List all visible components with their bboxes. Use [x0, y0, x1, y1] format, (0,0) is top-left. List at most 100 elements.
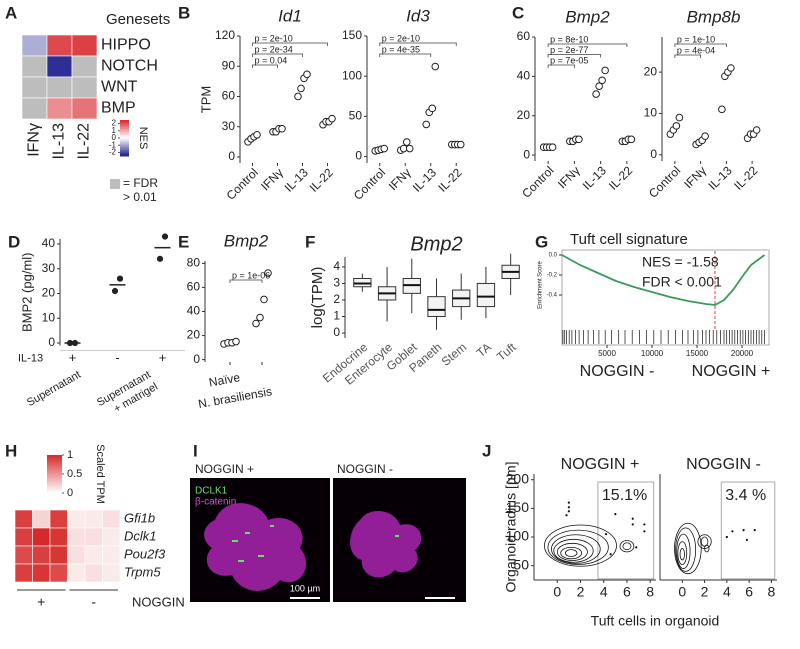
data-point [675, 113, 684, 122]
colorbar-segment [120, 124, 129, 127]
p-value: p = 2e-77 [550, 45, 588, 55]
colorbar-segment [47, 455, 62, 458]
x-tick-label: - [115, 350, 119, 365]
heatmap-cell [14, 527, 33, 547]
x-tick-label: 20000 [731, 349, 754, 358]
tuft-cell [232, 540, 238, 542]
y-tick-label: 60 [517, 29, 531, 43]
microscopy-panel: NOGGIN + NOGGIN - DCLK1 β-catenin 100 µm [190, 462, 466, 602]
x-tick-label: 0 [678, 584, 686, 600]
data-point [631, 517, 634, 520]
data-point [601, 66, 609, 75]
y-axis-label: log(TPM) [309, 267, 326, 329]
heatmap-cell [71, 34, 98, 57]
x-tick-label: 15000 [686, 349, 709, 358]
axis-end-label: NOGGIN + [692, 363, 771, 380]
p-value: p = 4e-04 [677, 45, 715, 55]
heatmap-cell [46, 97, 73, 120]
panel-letter: H [5, 441, 17, 460]
plot-title: Bmp2 [410, 233, 462, 255]
y-tick-label: 150 [506, 499, 530, 515]
panel-letter: E [178, 232, 189, 251]
y-axis-label: TPM [198, 86, 213, 113]
data-point [256, 313, 264, 322]
p-value: p = 8e-10 [550, 34, 588, 44]
column-label: IL-13 [51, 123, 68, 160]
x-tick-label: IL-22 [435, 165, 464, 194]
heatmap-cell [102, 509, 121, 529]
data-point [672, 122, 681, 130]
p-value: p = 1e-10 [677, 34, 715, 44]
heatmap-cell [46, 76, 73, 99]
colorbar-segment [120, 147, 129, 149]
colorbar-segment [47, 469, 62, 472]
gate-label: 3.4 % [725, 487, 766, 504]
density-contour [564, 549, 578, 557]
heatmap-cell [32, 527, 51, 547]
y-tick-label: 0 [333, 325, 340, 339]
x-tick-label: IFNγ [681, 163, 709, 191]
colorbar-segment [120, 133, 129, 136]
x-tick-label: IFNγ [258, 165, 286, 193]
plot-title: Id1 [278, 6, 302, 25]
colorbar-title: NES [137, 127, 149, 150]
colorbar-segment [120, 121, 129, 124]
plot-title: Id3 [406, 6, 430, 25]
enrichment-line [561, 254, 766, 306]
y-tick-label: 40 [187, 304, 201, 318]
colorbar-segment [47, 470, 62, 473]
data-point [264, 269, 272, 277]
row-label: IL-13 [18, 352, 43, 364]
comparison-bracket [547, 64, 575, 68]
null-label: > 0.01 [123, 190, 157, 204]
colorbar-segment [47, 467, 62, 470]
x-tick-label: 4 [723, 584, 731, 600]
comparison-bracket [379, 42, 457, 46]
y-tick-label: 3 [333, 276, 340, 290]
colorbar-segment [120, 142, 129, 145]
colorbar-segment [120, 154, 129, 157]
data-point [753, 529, 756, 532]
row-label: HIPPO [101, 37, 151, 54]
data-point [402, 138, 411, 146]
y-tick-label: 150 [342, 28, 362, 42]
data-point [456, 140, 465, 149]
data-point [252, 319, 260, 328]
x-tick-label: 5000 [598, 349, 616, 358]
colorbar-segment [47, 488, 62, 491]
annotation: FDR < 0.001 [642, 274, 722, 290]
x-tick-label: 8 [646, 584, 654, 600]
density-contour [551, 534, 601, 564]
colorbar-segment [120, 138, 129, 140]
data-point [725, 535, 728, 539]
panel-letter: G [535, 232, 548, 251]
data-point [380, 144, 389, 153]
row-label: NOTCH [101, 58, 158, 75]
p-value: p = 4e-35 [382, 44, 420, 54]
colorbar-segment [120, 127, 129, 130]
x-tick-label: Control [351, 165, 388, 202]
tuft-cell [270, 525, 274, 527]
heatmap-cell [67, 545, 86, 565]
heatmap-cell [71, 55, 98, 78]
data-point [232, 337, 240, 346]
data-point [253, 130, 261, 139]
colorbar-segment [120, 150, 129, 152]
plot-title: NOGGIN + [561, 456, 640, 473]
y-tick-label: -0.4 [547, 293, 558, 299]
data-point [428, 104, 437, 113]
annotation: NES = -1.58 [642, 254, 719, 270]
data-point [294, 92, 302, 101]
x-tick-label: 10000 [641, 349, 664, 358]
y-tick-label: 60 [222, 89, 236, 103]
plot-title: Bmp2 [565, 7, 610, 26]
x-tick-label: + [69, 350, 77, 365]
y-tick-label: 20 [517, 108, 531, 122]
x-tick-label: IL-13 [705, 163, 734, 192]
colorbar-segment [120, 132, 129, 134]
heatmap-cell [14, 509, 33, 529]
density-contour [553, 538, 594, 563]
y-tick-label: 10 [644, 106, 658, 120]
row-label: Dclk1 [124, 528, 157, 543]
colorbar-segment [120, 145, 129, 148]
